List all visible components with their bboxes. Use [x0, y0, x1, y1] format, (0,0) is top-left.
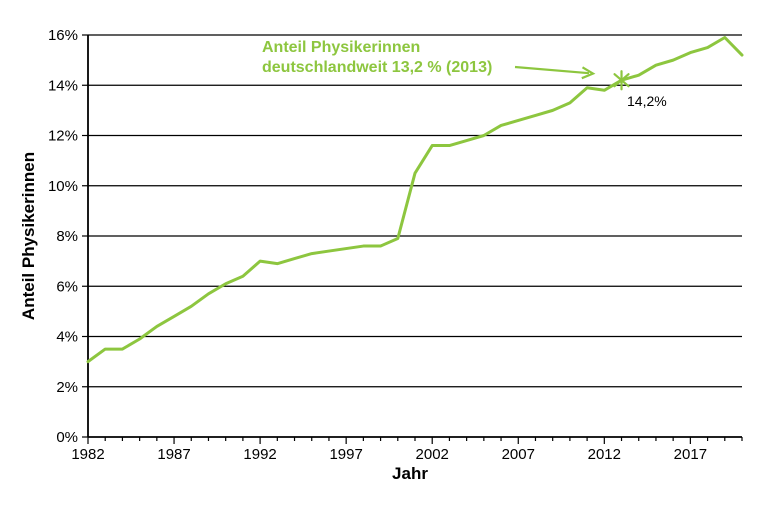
y-axis-title: Anteil Physikerinnen	[19, 152, 38, 320]
x-tick-label-2002: 2002	[416, 446, 449, 463]
x-tick-label-1987: 1987	[157, 446, 190, 463]
x-tick-label-1982: 1982	[71, 446, 104, 463]
x-tick-label-1992: 1992	[243, 446, 276, 463]
annotation-text-line1: Anteil Physikerinnen	[262, 39, 420, 56]
data-line-anteil-physikerinnen	[86, 36, 744, 364]
y-tick-label-12: 12%	[48, 128, 78, 145]
marker-value-label: 14,2%	[627, 93, 667, 109]
annotation-arrow-shaft	[514, 65, 590, 75]
y-tick-label-10: 10%	[48, 178, 78, 195]
y-tick-label-0: 0%	[56, 429, 78, 446]
annotation: Anteil Physikerinnen deutschlandweit 13,…	[262, 39, 667, 109]
x-tick-label-1997: 1997	[329, 446, 362, 463]
annotation-text-line2: deutschlandweit 13,2 % (2013)	[262, 59, 492, 76]
y-tick-label-2: 2%	[56, 379, 78, 396]
x-tick-label-2007: 2007	[502, 446, 535, 463]
annotation-arrow-icon	[514, 65, 596, 80]
y-tick-label-4: 4%	[56, 329, 78, 346]
axis-ticks	[82, 34, 743, 444]
y-tick-label-14: 14%	[48, 77, 78, 94]
annotation-arrow-head	[581, 66, 596, 80]
asterisk-marker-stroke-2	[613, 73, 630, 88]
x-tick-label-2017: 2017	[674, 446, 707, 463]
x-tick-label-2012: 2012	[588, 446, 621, 463]
y-tick-label-6: 6%	[56, 278, 78, 295]
x-axis-title: Jahr	[392, 464, 428, 483]
y-tick-label-8: 8%	[56, 228, 78, 245]
y-tick-label-16: 16%	[48, 27, 78, 44]
data-point-marker-2013	[613, 70, 630, 91]
gridlines	[88, 34, 742, 388]
axis-tick-labels: 0% 2% 4% 6% 8% 10% 12% 14% 16% 1982 1987 1992 1997 20…	[48, 27, 707, 463]
